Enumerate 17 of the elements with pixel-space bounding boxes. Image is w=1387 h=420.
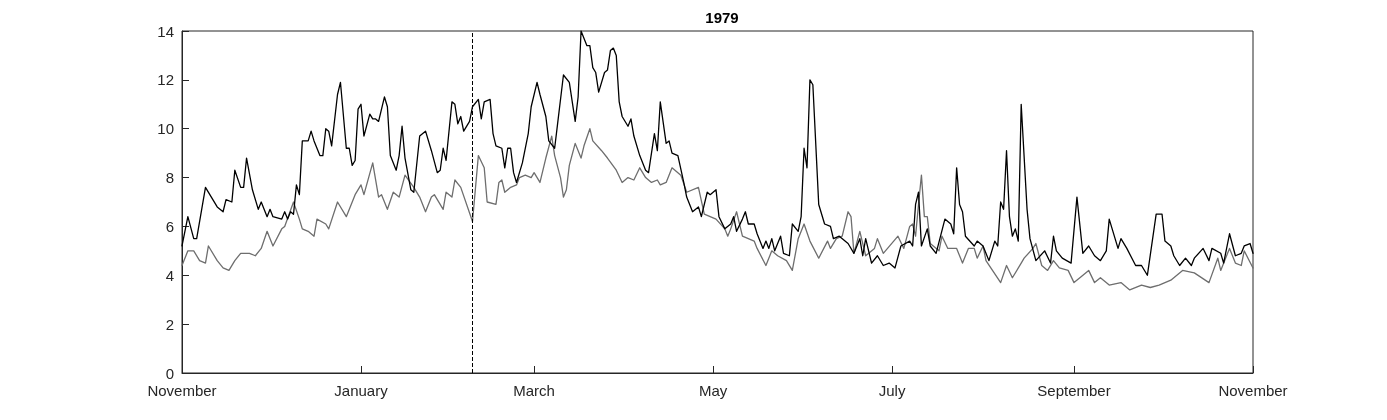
y-tick-label: 8: [165, 169, 174, 187]
x-tick-label: January: [334, 382, 389, 399]
x-tick-label: November: [147, 382, 217, 399]
y-tick-label: 14: [157, 22, 174, 40]
x-tick-label: May: [698, 382, 728, 399]
x-tick-label: July: [878, 382, 906, 399]
x-tick-label: November: [1218, 382, 1288, 399]
x-tick-label: September: [1037, 382, 1111, 399]
line-series: [181, 128, 1254, 291]
chart-title: 1979: [705, 9, 739, 26]
y-tick-label: 6: [165, 217, 174, 235]
y-tick-label: 0: [165, 364, 174, 382]
y-tick-label: 12: [157, 71, 174, 89]
y-tick-label: 4: [165, 266, 174, 284]
y-tick-label: 10: [157, 120, 174, 138]
x-tick-label: March: [513, 382, 555, 399]
y-tick-label: 2: [165, 315, 174, 333]
